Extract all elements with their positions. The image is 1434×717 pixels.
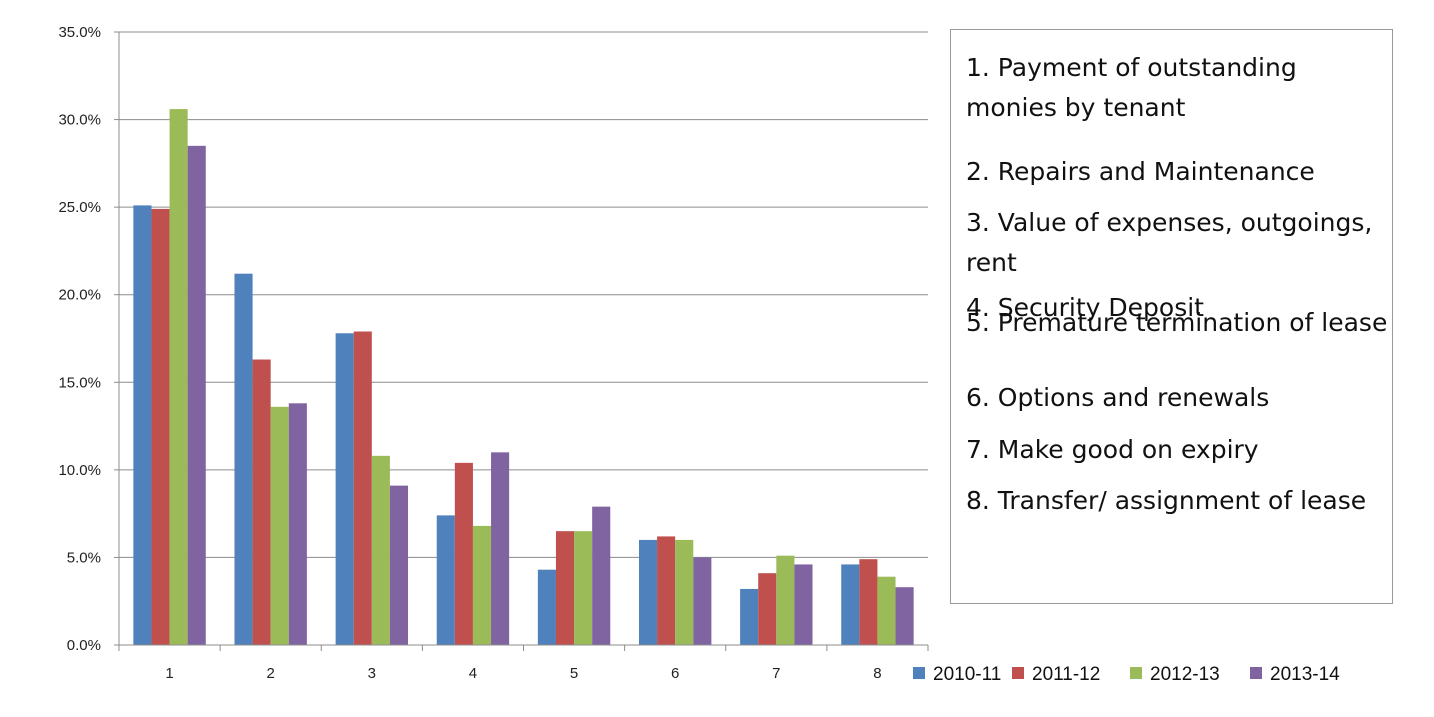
bar-2011-12-cat-2	[252, 359, 271, 645]
y-tick-label: 0.0%	[67, 637, 101, 654]
note-item-2: 2. Repairs and Maintenance	[966, 157, 1315, 186]
legend-swatch-2010-11	[913, 667, 925, 679]
legend-swatch-2011-12	[1012, 667, 1024, 679]
bar-2010-11-cat-4	[436, 515, 455, 645]
bar-2010-11-cat-1	[133, 205, 152, 646]
legend-swatch-2013-14	[1250, 667, 1262, 679]
y-tick-label: 5.0%	[67, 549, 101, 566]
bar-2012-13-cat-6	[675, 539, 694, 645]
note-item-6: 6. Options and renewals	[966, 383, 1270, 412]
note-item-5: 5. Premature termination of lease	[966, 308, 1388, 337]
x-axis-ticks: 1 2 3 4 5 6 7 8	[118, 645, 929, 682]
x-tick-label: 2	[267, 665, 275, 682]
bar-2013-14-cat-2	[288, 403, 307, 645]
bar-2011-12-cat-7	[758, 573, 777, 645]
bar-chart: 0.0% 5.0% 10.0% 15.0% 20.0% 25.0% 30.0% 35.0% 1…	[58, 24, 929, 682]
bar-2013-14-cat-3	[389, 485, 409, 645]
legend-label-2012-13: 2012-13	[1150, 664, 1220, 685]
legend: 2010-11 2011-12 2012-13 2013-14	[913, 664, 1340, 685]
x-tick-label: 7	[772, 665, 780, 682]
x-tick-label: 6	[671, 665, 679, 682]
x-tick-label: 5	[570, 665, 578, 682]
bar-2013-14-cat-5	[592, 506, 611, 645]
bar-2010-11-cat-7	[740, 588, 759, 645]
bar-2013-14-cat-6	[693, 557, 712, 645]
note-item-1: 1. Payment of outstanding monies by tena…	[966, 53, 1297, 122]
note-item-8: 8. Transfer/ assignment of lease	[966, 486, 1367, 515]
bar-2012-13-cat-8	[877, 576, 896, 645]
y-tick-label: 25.0%	[58, 199, 101, 216]
bar-2010-11-cat-2	[234, 273, 253, 645]
bar-2011-12-cat-8	[859, 559, 878, 645]
bar-2010-11-cat-6	[638, 539, 658, 645]
bar-2012-13-cat-4	[472, 525, 492, 645]
y-tick-label: 30.0%	[58, 112, 101, 129]
bar-2012-13-cat-5	[574, 531, 593, 645]
legend-swatch-2012-13	[1130, 667, 1142, 679]
bar-2010-11-cat-8	[841, 564, 860, 645]
bar-2013-14-cat-4	[491, 452, 510, 645]
bar-2011-12-cat-6	[657, 536, 676, 645]
y-tick-label: 15.0%	[58, 374, 101, 391]
legend-label-2011-12: 2011-12	[1032, 664, 1100, 685]
bar-2012-13-cat-2	[270, 406, 289, 645]
y-tick-label: 10.0%	[58, 462, 101, 479]
y-tick-label: 20.0%	[58, 287, 101, 304]
bar-2011-12-cat-4	[454, 462, 473, 645]
bar-2011-12-cat-3	[353, 331, 372, 645]
note-item-7: 7. Make good on expiry	[966, 435, 1259, 464]
bar-2012-13-cat-1	[169, 109, 188, 645]
x-tick-label: 4	[469, 665, 477, 682]
x-tick-label: 8	[873, 665, 881, 682]
y-tick-label: 35.0%	[58, 24, 101, 41]
bar-2011-12-cat-5	[555, 531, 575, 645]
bar-2010-11-cat-3	[335, 333, 354, 645]
x-tick-label: 1	[165, 665, 173, 682]
bars	[133, 109, 914, 646]
bar-2013-14-cat-8	[895, 587, 914, 645]
bar-2012-13-cat-3	[371, 455, 390, 645]
note-item-3: 3. Value of expenses, outgoings, rent	[966, 208, 1373, 277]
note-item-4: 4. Security Deposit	[966, 293, 1204, 322]
legend-label-2013-14: 2013-14	[1270, 664, 1340, 685]
category-key-box: 1. Payment of outstanding monies by tena…	[950, 29, 1393, 604]
bar-2011-12-cat-1	[151, 208, 170, 645]
bar-2013-14-cat-1	[187, 145, 206, 646]
x-tick-label: 3	[368, 665, 376, 682]
bar-2013-14-cat-7	[794, 564, 813, 645]
legend-label-2010-11: 2010-11	[933, 664, 1001, 685]
bar-2010-11-cat-5	[537, 569, 556, 645]
bar-2012-13-cat-7	[776, 555, 795, 645]
y-axis-ticks: 0.0% 5.0% 10.0% 15.0% 20.0% 25.0% 30.0% 35.0%	[58, 24, 119, 654]
